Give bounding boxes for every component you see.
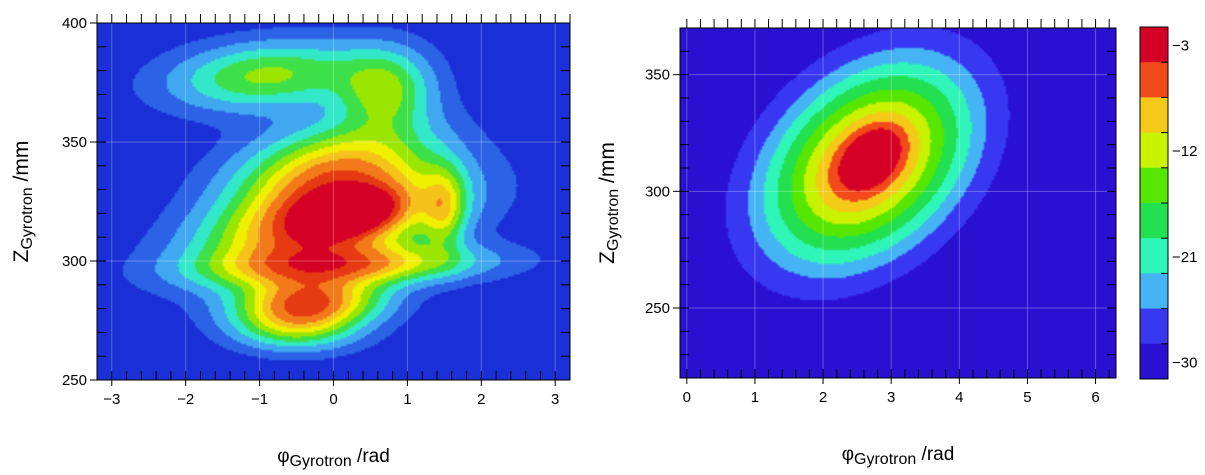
y-axis-subscript: Gyrotron bbox=[19, 187, 36, 249]
x-tick-label: 6 bbox=[1091, 389, 1099, 406]
colorbar-swatch bbox=[1140, 343, 1168, 380]
y-tick-label: 400 bbox=[62, 15, 87, 32]
colorbar-tick-label: −30 bbox=[1172, 354, 1197, 371]
y-axis-title: ZGyrotron /mm bbox=[10, 141, 36, 263]
colorbar-swatch bbox=[1140, 308, 1168, 345]
colorbar-swatch bbox=[1140, 97, 1168, 134]
y-tick-label: 300 bbox=[62, 253, 87, 270]
heatmap-image bbox=[97, 23, 570, 380]
colorbar-swatch bbox=[1140, 238, 1168, 274]
y-axis-title: ZGyrotron /mm bbox=[596, 142, 622, 264]
y-axis-unit: /mm bbox=[10, 141, 33, 188]
x-tick-label: 5 bbox=[1023, 389, 1031, 406]
y-axis-symbol: Z bbox=[596, 251, 619, 264]
colorbar-tick-label: −21 bbox=[1172, 249, 1197, 266]
y-axis-unit: /mm bbox=[596, 142, 619, 189]
y-tick-label: 350 bbox=[62, 134, 87, 151]
x-axis-title: φGyrotron /rad bbox=[277, 446, 390, 470]
y-axis-subscript: Gyrotron bbox=[605, 189, 622, 251]
x-tick-label: 3 bbox=[887, 389, 895, 406]
x-tick-label: 0 bbox=[683, 389, 691, 406]
plot-frame bbox=[679, 27, 1117, 379]
heatmap-image bbox=[680, 28, 1116, 378]
x-tick-label: 3 bbox=[551, 391, 559, 408]
colorbar: −3 −12 −21 −30 bbox=[1139, 26, 1197, 380]
y-tick-label: 250 bbox=[62, 372, 87, 389]
x-axis-subscript: Gyrotron bbox=[854, 451, 916, 468]
x-axis-title: φGyrotron /rad bbox=[842, 444, 955, 468]
x-axis-unit: /rad bbox=[916, 444, 954, 465]
ticks bbox=[90, 14, 571, 386]
x-tick-label: 2 bbox=[477, 391, 485, 408]
x-tick-label: 1 bbox=[751, 389, 759, 406]
grid bbox=[680, 28, 1116, 378]
colorbar-swatch bbox=[1140, 132, 1168, 169]
y-tick-label: 350 bbox=[645, 67, 670, 84]
x-tick-label: −1 bbox=[251, 391, 268, 408]
colorbar-swatch bbox=[1140, 27, 1168, 63]
ticks bbox=[673, 19, 1116, 384]
x-tick-label: 4 bbox=[955, 389, 963, 406]
y-tick-label: 250 bbox=[645, 300, 670, 317]
colorbar-swatch bbox=[1140, 273, 1168, 310]
y-axis-symbol: Z bbox=[10, 249, 33, 262]
x-tick-label: −3 bbox=[103, 391, 120, 408]
x-axis-symbol: φ bbox=[842, 444, 854, 465]
colorbar-swatch bbox=[1140, 62, 1168, 98]
x-axis-subscript: Gyrotron bbox=[290, 453, 352, 470]
y-tick-label: 300 bbox=[645, 183, 670, 200]
x-axis-symbol: φ bbox=[277, 446, 289, 467]
x-tick-label: −2 bbox=[177, 391, 194, 408]
colorbar-tick-label: −3 bbox=[1172, 38, 1189, 55]
colorbar-swatch bbox=[1140, 203, 1168, 239]
x-axis-unit: /rad bbox=[352, 446, 390, 467]
x-tick-label: 2 bbox=[819, 389, 827, 406]
colorbar-tick-label: −12 bbox=[1172, 143, 1197, 160]
x-tick-label: 0 bbox=[329, 391, 337, 408]
colorbar-swatch bbox=[1140, 167, 1168, 204]
x-tick-label: 1 bbox=[403, 391, 411, 408]
